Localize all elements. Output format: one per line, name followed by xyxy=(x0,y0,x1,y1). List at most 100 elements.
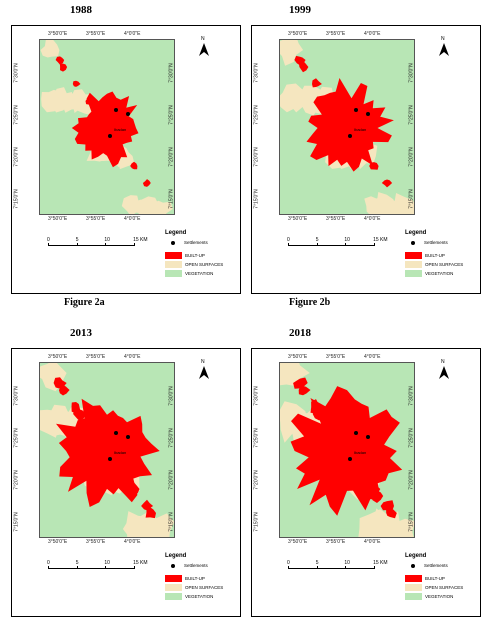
scale-tick-mark xyxy=(48,243,49,246)
built-up-patch xyxy=(312,78,322,88)
north-arrow-icon: N xyxy=(437,36,451,60)
legend: Legend Settlements BUILT-UP OPEN SURFACES VE… xyxy=(165,230,240,278)
north-arrow-shape xyxy=(199,366,209,379)
scale-tick-mark xyxy=(105,243,107,246)
legend-label: VEGETATION xyxy=(425,594,454,599)
legend-item-settlements: Settlements xyxy=(165,238,240,247)
built-up-patch xyxy=(356,144,366,155)
settlement-icon xyxy=(171,240,175,245)
longitude-tick: 4°0'0"E xyxy=(364,31,381,37)
latitude-tick: 7°15'0"N xyxy=(408,512,415,532)
scale-tick-label: 15 KM xyxy=(133,560,148,566)
vegetation-swatch xyxy=(165,593,182,600)
scale-tick-label: 0 xyxy=(47,560,50,566)
scale-tick-label: 5 xyxy=(315,560,319,566)
legend-label: VEGETATION xyxy=(185,594,214,599)
longitude-tick: 3°55'0"E xyxy=(86,539,106,545)
open-surfaces-swatch xyxy=(405,584,422,591)
longitude-tick: 3°50'0"E xyxy=(288,31,308,37)
north-arrow-shape xyxy=(439,366,449,379)
settlement-dot xyxy=(366,112,370,116)
scale-line xyxy=(288,568,374,569)
settlement-dot xyxy=(108,457,112,461)
map-svg: Ibadan xyxy=(40,40,173,214)
legend-label: VEGETATION xyxy=(425,271,454,276)
built-up-patch xyxy=(323,416,335,432)
legend-item-open-surfaces: OPEN SURFACES xyxy=(405,260,480,269)
built-up-patch xyxy=(102,122,108,130)
scale-tick-label: 5 xyxy=(315,237,319,243)
scale-tick-label: 15 KM xyxy=(133,237,148,243)
longitude-tick: 3°55'0"E xyxy=(326,216,346,222)
longitude-tick: 3°50'0"E xyxy=(48,216,68,222)
legend-item-built-up: BUILT-UP xyxy=(405,251,480,260)
latitude-tick: 7°25'0"N xyxy=(408,105,415,125)
latitude-tick: 7°20'0"N xyxy=(13,147,20,167)
scale-tick-mark xyxy=(374,243,376,246)
map-panel: Ibadan 3°50'0"E 3°50'0"E 3°55'0"E 3°55'0"E 4°… xyxy=(251,25,481,294)
open-surface-patch xyxy=(364,195,390,214)
scale-bar: 0 5 10 15 KM xyxy=(47,237,148,251)
map-svg: Ibadan xyxy=(280,40,414,214)
latitude-tick: 7°15'0"N xyxy=(168,512,175,532)
vegetation-swatch xyxy=(405,270,422,277)
latitude-tick: 7°30'0"N xyxy=(253,63,260,83)
north-label: N xyxy=(441,359,445,365)
built-up-patch xyxy=(380,500,394,512)
city-label: Ibadan xyxy=(354,450,366,455)
legend-label: OPEN SURFACES xyxy=(185,585,224,590)
legend: Legend Settlements BUILT-UP OPEN SURFACES VE… xyxy=(165,553,240,601)
longitude-tick: 4°0'0"E xyxy=(124,31,141,37)
latitude-tick: 7°20'0"N xyxy=(408,147,415,167)
scale-tick-mark xyxy=(345,566,347,569)
settlement-dot xyxy=(126,112,130,116)
built-up-patch xyxy=(324,95,333,105)
north-arrow-shape xyxy=(439,43,449,56)
panel-year-label: 1988 xyxy=(70,4,92,16)
legend-item-settlements: Settlements xyxy=(405,561,480,570)
north-label: N xyxy=(201,36,205,42)
latitude-tick: 7°15'0"N xyxy=(253,189,260,209)
longitude-tick: 4°0'0"E xyxy=(124,539,141,545)
longitude-tick: 3°55'0"E xyxy=(86,31,106,37)
legend-item-vegetation: VEGETATION xyxy=(165,592,240,601)
map-panel: Ibadan 3°50'0"E 3°50'0"E 3°55'0"E 3°55'0"E 4°… xyxy=(11,25,241,294)
latitude-tick: 7°30'0"N xyxy=(168,63,175,83)
legend-label: OPEN SURFACES xyxy=(425,262,464,267)
scale-tick-label: 0 xyxy=(287,560,290,566)
built-up-patch xyxy=(326,102,336,112)
built-up-area xyxy=(71,91,139,168)
built-up-patch xyxy=(130,161,138,170)
scale-line xyxy=(288,245,374,246)
latitude-tick: 7°30'0"N xyxy=(408,63,415,83)
open-surface-patch xyxy=(40,409,65,438)
built-up-patch xyxy=(386,508,397,519)
scale-tick-mark xyxy=(288,566,289,569)
longitude-tick: 3°50'0"E xyxy=(288,354,308,360)
latitude-tick: 7°30'0"N xyxy=(13,63,20,83)
settlement-icon xyxy=(411,563,415,568)
scale-tick-mark xyxy=(134,566,136,569)
legend: Legend Settlements BUILT-UP OPEN SURFACES VE… xyxy=(405,230,480,278)
scale-tick-label: 10 xyxy=(104,560,110,566)
scale-tick-label: 10 xyxy=(344,560,350,566)
legend-item-open-surfaces: OPEN SURFACES xyxy=(165,260,240,269)
built-up-patch xyxy=(325,423,337,439)
settlement-dot xyxy=(354,431,358,435)
longitude-tick: 4°0'0"E xyxy=(364,354,381,360)
scale-bar: 0 5 10 15 KM xyxy=(287,237,388,251)
open-surface-patch xyxy=(40,40,60,58)
map-panel: Ibadan 3°50'0"E 3°50'0"E 3°55'0"E 3°55'0"E 4°… xyxy=(11,348,241,617)
longitude-tick: 4°0'0"E xyxy=(124,354,141,360)
built-up-patch xyxy=(298,60,309,73)
latitude-tick: 7°20'0"N xyxy=(408,470,415,490)
legend-title: Legend xyxy=(405,553,427,559)
legend-label: BUILT-UP xyxy=(425,576,445,581)
scale-tick-mark xyxy=(105,566,107,569)
land-cover-map: Ibadan xyxy=(39,362,175,538)
open-surface-patch xyxy=(280,40,304,66)
settlement-dot xyxy=(348,134,352,138)
built-up-patch xyxy=(343,448,353,460)
scale-tick-mark xyxy=(288,243,289,246)
vegetation-swatch xyxy=(165,270,182,277)
